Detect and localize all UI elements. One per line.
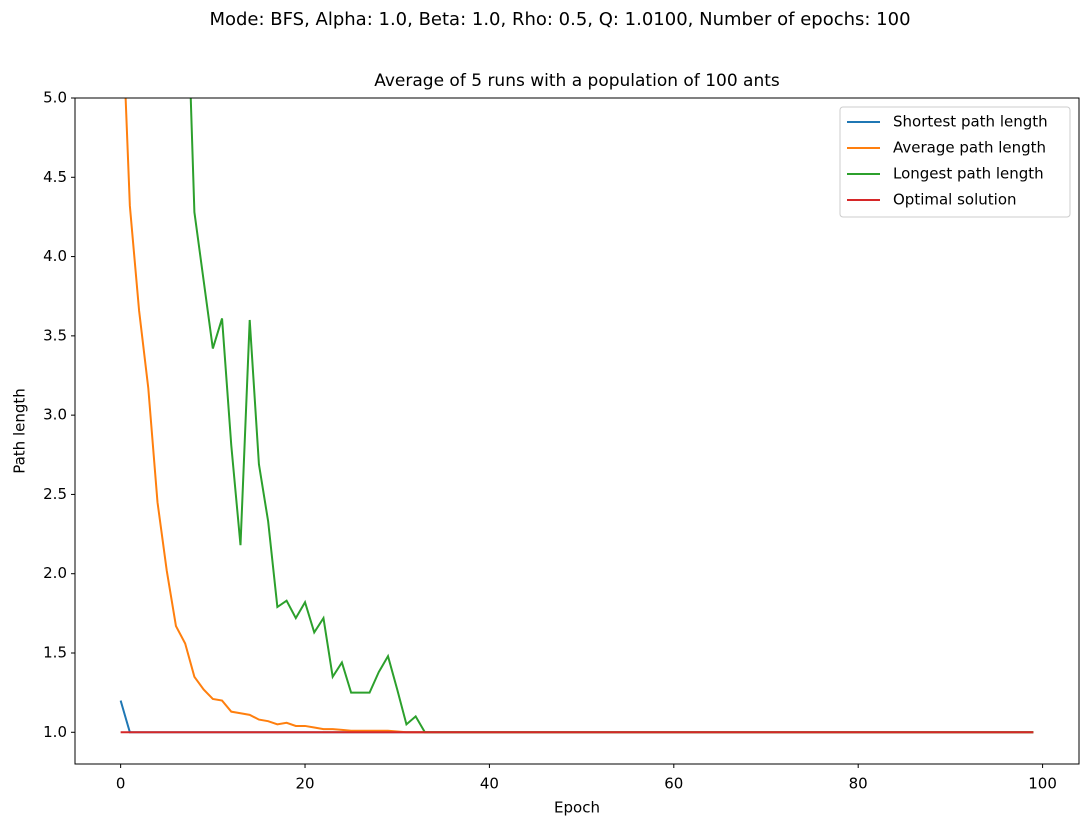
y-tick-label: 5.0: [43, 89, 67, 107]
axes-frame: [74, 97, 1080, 765]
legend-label: Shortest path length: [893, 113, 1048, 131]
y-tick-label: 3.5: [43, 326, 67, 344]
x-tick-label: 20: [295, 775, 314, 793]
legend-label: Average path length: [893, 139, 1046, 157]
y-tick-label: 2.5: [43, 485, 67, 503]
x-tick-label: 0: [116, 775, 126, 793]
x-tick-label: 40: [480, 775, 499, 793]
y-tick-label: 4.5: [43, 168, 67, 186]
y-tick-label: 3.0: [43, 406, 67, 424]
plot-area: [119, 98, 1034, 734]
x-tick-label: 80: [849, 775, 868, 793]
x-axis-label: Epoch: [554, 799, 600, 817]
x-tick-label: 100: [1028, 775, 1057, 793]
chart-title: Average of 5 runs with a population of 1…: [374, 71, 780, 91]
legend-label: Optimal solution: [893, 191, 1017, 209]
series-line: [119, 700, 1034, 734]
x-tick-label: 60: [664, 775, 683, 793]
legend-box: [839, 106, 1071, 218]
y-axis-label: Path length: [11, 388, 29, 474]
y-tick-label: 4.0: [43, 247, 67, 265]
y-tick-label: 1.5: [43, 644, 67, 662]
y-tick-label: 1.0: [43, 723, 67, 741]
y-tick-label: 2.0: [43, 564, 67, 582]
suptitle: Mode: BFS, Alpha: 1.0, Beta: 1.0, Rho: 0…: [209, 9, 910, 30]
legend-label: Longest path length: [893, 165, 1044, 183]
